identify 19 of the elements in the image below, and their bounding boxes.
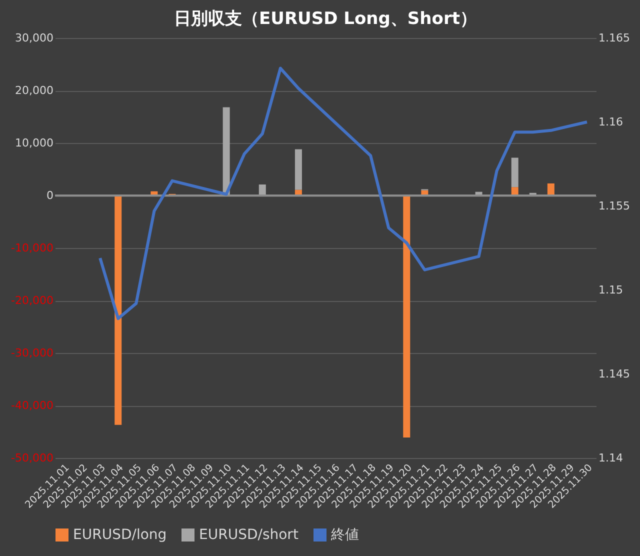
chart-title: 日別収支（EURUSD Long、Short） (174, 9, 477, 29)
y-tick-label: 20,000 (15, 84, 54, 97)
legend-label: EURUSD/long (73, 527, 167, 543)
y-tick-label: 10,000 (15, 136, 54, 150)
y-tick-label: -10,000 (11, 242, 54, 254)
y2-tick-label: 1.145 (598, 368, 630, 380)
y-tick-label: -30,000 (11, 346, 54, 360)
y2-tick-label: 1.16 (598, 116, 623, 128)
y-tick-label: 0 (46, 189, 54, 202)
y-tick-label: -40,000 (11, 399, 54, 412)
y-tick-label: -20,000 (11, 294, 54, 307)
y2-tick-label: 1.14 (598, 452, 623, 464)
legend-label: 終値 (330, 527, 359, 543)
y-tick-label: -50,000 (11, 452, 54, 464)
y-tick-label: 30,000 (15, 32, 54, 44)
y2-tick-label: 1.165 (598, 32, 630, 44)
legend-label: EURUSD/short (199, 527, 299, 543)
y2-tick-label: 1.155 (598, 200, 630, 212)
y2-tick-label: 1.15 (598, 284, 623, 296)
